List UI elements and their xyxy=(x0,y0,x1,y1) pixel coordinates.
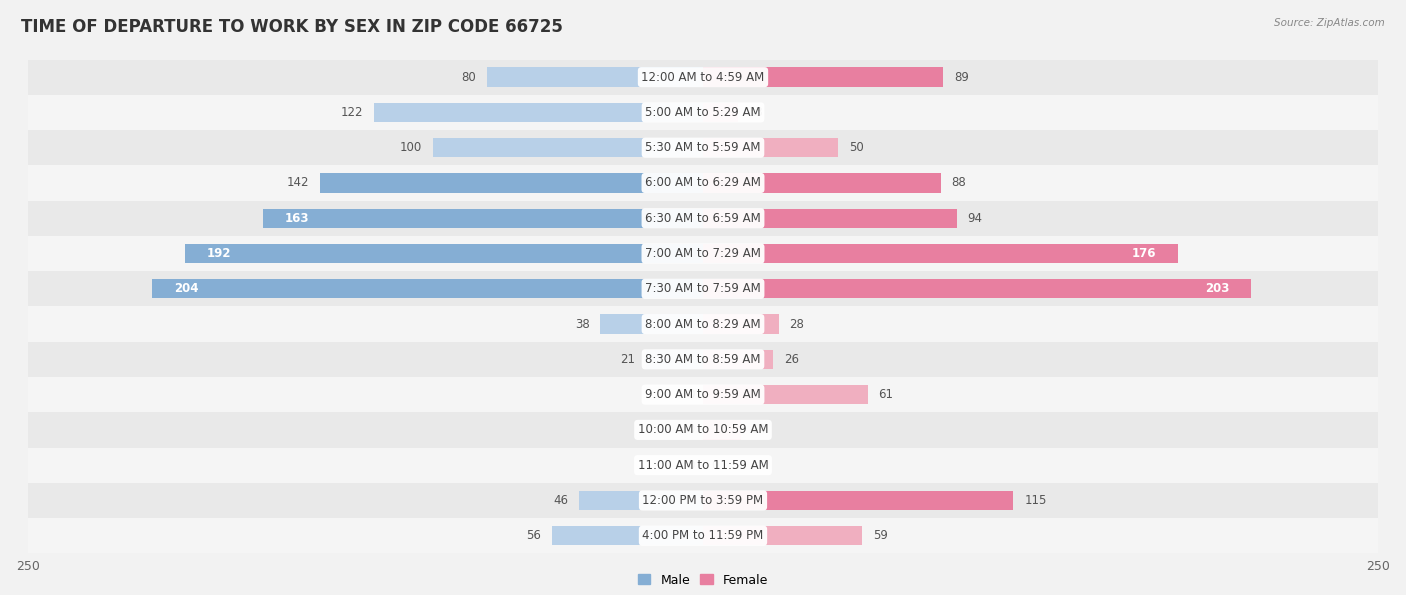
Text: 89: 89 xyxy=(955,71,969,84)
Bar xyxy=(28,518,1378,553)
Bar xyxy=(28,130,1378,165)
Text: 61: 61 xyxy=(879,388,893,401)
Text: 12:00 PM to 3:59 PM: 12:00 PM to 3:59 PM xyxy=(643,494,763,507)
Legend: Male, Female: Male, Female xyxy=(633,569,773,591)
Text: 192: 192 xyxy=(207,247,231,260)
Bar xyxy=(703,103,738,122)
Text: 88: 88 xyxy=(952,177,966,189)
Bar xyxy=(152,279,703,299)
Bar xyxy=(319,173,703,193)
Text: 5:00 AM to 5:29 AM: 5:00 AM to 5:29 AM xyxy=(645,106,761,119)
Text: 50: 50 xyxy=(849,141,863,154)
Text: 21: 21 xyxy=(620,353,636,366)
Text: 6:30 AM to 6:59 AM: 6:30 AM to 6:59 AM xyxy=(645,212,761,225)
Text: 7:30 AM to 7:59 AM: 7:30 AM to 7:59 AM xyxy=(645,282,761,295)
Text: 6:00 AM to 6:29 AM: 6:00 AM to 6:29 AM xyxy=(645,177,761,189)
Text: 59: 59 xyxy=(873,529,889,542)
Text: 0: 0 xyxy=(688,459,695,472)
Text: 0: 0 xyxy=(688,424,695,436)
Bar xyxy=(374,103,703,122)
Bar xyxy=(703,314,779,334)
Bar xyxy=(263,208,703,228)
Bar xyxy=(28,483,1378,518)
Bar xyxy=(703,491,1014,510)
Bar xyxy=(703,385,868,405)
Text: 26: 26 xyxy=(785,353,799,366)
Text: 176: 176 xyxy=(1132,247,1157,260)
Text: 122: 122 xyxy=(340,106,363,119)
Text: 142: 142 xyxy=(287,177,309,189)
Bar xyxy=(703,279,1251,299)
Bar xyxy=(551,526,703,546)
Bar xyxy=(703,350,773,369)
Bar xyxy=(184,244,703,263)
Text: 12:00 AM to 4:59 AM: 12:00 AM to 4:59 AM xyxy=(641,71,765,84)
Bar xyxy=(703,173,941,193)
Text: 8:30 AM to 8:59 AM: 8:30 AM to 8:59 AM xyxy=(645,353,761,366)
Bar xyxy=(28,342,1378,377)
Bar xyxy=(647,350,703,369)
Text: 80: 80 xyxy=(461,71,477,84)
Text: 0: 0 xyxy=(711,459,718,472)
Text: Source: ZipAtlas.com: Source: ZipAtlas.com xyxy=(1274,18,1385,28)
Text: 14: 14 xyxy=(752,424,766,436)
Text: 204: 204 xyxy=(174,282,198,295)
Bar xyxy=(28,201,1378,236)
Bar xyxy=(703,526,862,546)
Text: 9:00 AM to 9:59 AM: 9:00 AM to 9:59 AM xyxy=(645,388,761,401)
Text: 4:00 PM to 11:59 PM: 4:00 PM to 11:59 PM xyxy=(643,529,763,542)
Bar xyxy=(28,95,1378,130)
Bar xyxy=(703,67,943,87)
Text: 7:00 AM to 7:29 AM: 7:00 AM to 7:29 AM xyxy=(645,247,761,260)
Text: 100: 100 xyxy=(399,141,422,154)
Text: 163: 163 xyxy=(284,212,309,225)
Bar xyxy=(703,244,1178,263)
Text: 13: 13 xyxy=(749,106,763,119)
Bar xyxy=(703,208,956,228)
Bar xyxy=(28,60,1378,95)
Bar xyxy=(28,165,1378,201)
Bar xyxy=(579,491,703,510)
Bar xyxy=(433,138,703,158)
Bar xyxy=(703,138,838,158)
Bar xyxy=(28,271,1378,306)
Bar xyxy=(486,67,703,87)
Text: 10:00 AM to 10:59 AM: 10:00 AM to 10:59 AM xyxy=(638,424,768,436)
Text: 56: 56 xyxy=(526,529,541,542)
Bar xyxy=(600,314,703,334)
Bar xyxy=(28,447,1378,483)
Bar xyxy=(28,306,1378,342)
Text: 115: 115 xyxy=(1024,494,1046,507)
Bar xyxy=(28,236,1378,271)
Bar xyxy=(703,420,741,440)
Text: 8:00 AM to 8:29 AM: 8:00 AM to 8:29 AM xyxy=(645,318,761,331)
Text: 46: 46 xyxy=(553,494,568,507)
Text: 38: 38 xyxy=(575,318,589,331)
Text: 11:00 AM to 11:59 AM: 11:00 AM to 11:59 AM xyxy=(638,459,768,472)
Bar xyxy=(28,412,1378,447)
Text: 203: 203 xyxy=(1205,282,1229,295)
Text: 5:30 AM to 5:59 AM: 5:30 AM to 5:59 AM xyxy=(645,141,761,154)
Text: 94: 94 xyxy=(967,212,983,225)
Text: TIME OF DEPARTURE TO WORK BY SEX IN ZIP CODE 66725: TIME OF DEPARTURE TO WORK BY SEX IN ZIP … xyxy=(21,18,562,36)
Text: 28: 28 xyxy=(789,318,804,331)
Text: 0: 0 xyxy=(688,388,695,401)
Bar xyxy=(28,377,1378,412)
